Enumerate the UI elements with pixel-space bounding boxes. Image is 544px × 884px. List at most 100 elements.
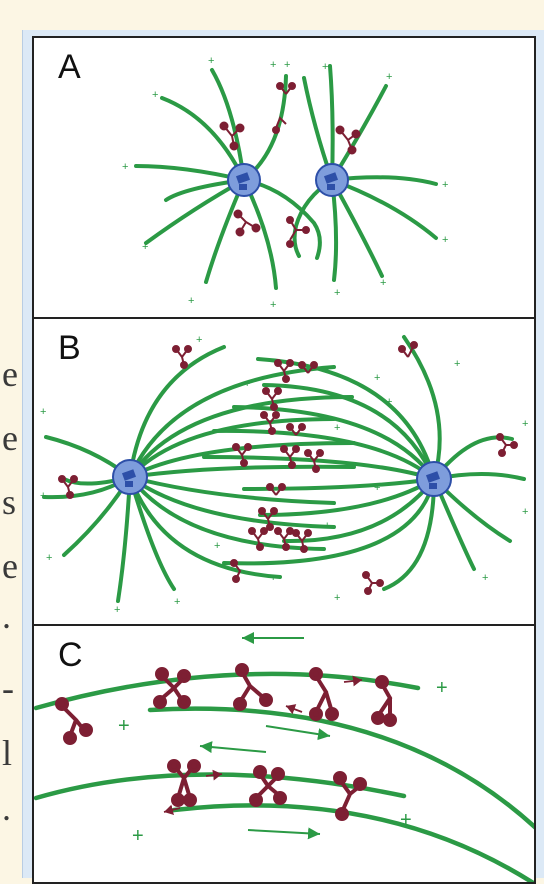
motor-protein: [280, 445, 300, 469]
motor-protein: [230, 559, 242, 583]
cropped-side-text: e e s e . - l .: [0, 0, 24, 878]
side-text-char: -: [2, 668, 14, 708]
svg-text:+: +: [374, 372, 380, 384]
motor-protein: [219, 121, 245, 151]
motor-protein: [286, 216, 310, 248]
svg-text:+: +: [334, 592, 340, 604]
svg-text:+: +: [188, 295, 194, 307]
motor-protein: [153, 667, 191, 709]
svg-text:+: +: [386, 396, 392, 408]
motor-protein: [248, 527, 268, 551]
svg-text:+: +: [324, 520, 330, 532]
motor-protein: [233, 209, 261, 237]
direction-arrows: [199, 632, 331, 840]
svg-text:+: +: [40, 406, 46, 418]
centrosome-left: [227, 163, 261, 197]
panel-c-diagram: + + + +: [34, 632, 534, 882]
svg-text:+: +: [118, 715, 130, 737]
svg-text:+: +: [322, 61, 328, 73]
side-text-char: l: [2, 733, 13, 773]
motor-protein: [309, 667, 339, 721]
svg-text:+: +: [152, 89, 158, 101]
centrosome-right: [416, 461, 452, 497]
plus-end-markers: + + + + + + + + + + + + + + + + + + +: [40, 334, 528, 616]
motor-protein: [286, 423, 306, 436]
svg-text:+: +: [482, 572, 488, 584]
motor-protein: [55, 697, 93, 745]
motor-protein: [262, 387, 282, 411]
panel-b: + + + + + + + + + + + + + + + + + + + B: [32, 317, 536, 626]
panel-label: B: [58, 329, 81, 367]
centrosome-right: [315, 163, 349, 197]
svg-text:+: +: [334, 287, 340, 299]
panel-label: A: [58, 48, 81, 86]
motor-protein: [58, 475, 78, 499]
motor-protein: [272, 116, 287, 134]
motor-step-arrows: [163, 675, 363, 816]
motor-protein: [304, 449, 324, 473]
motor-proteins: [55, 663, 397, 821]
svg-text:+: +: [442, 234, 448, 246]
svg-text:+: +: [40, 490, 46, 502]
motor-protein: [258, 507, 278, 531]
svg-text:+: +: [374, 482, 380, 494]
panel-a: + + + + + + + + + + + + + + A: [32, 36, 536, 319]
side-text-char: s: [2, 482, 17, 522]
panel-label: C: [58, 636, 83, 674]
svg-text:+: +: [46, 552, 52, 564]
motor-proteins: [58, 341, 518, 595]
motor-protein: [266, 483, 286, 496]
side-text-char: .: [2, 596, 11, 636]
plus-end-markers: + + + + + + + + + + + + + +: [122, 55, 448, 311]
motor-protein: [249, 765, 287, 807]
motor-protein: [260, 411, 280, 435]
centrosome-left: [112, 459, 148, 495]
svg-text:+: +: [270, 572, 276, 584]
svg-text:+: +: [400, 809, 412, 831]
motor-protein: [496, 433, 518, 457]
panel-a-diagram: + + + + + + + + + + + + + +: [122, 55, 448, 311]
microtubules: [134, 64, 438, 290]
svg-text:+: +: [454, 358, 460, 370]
motor-protein: [167, 759, 201, 807]
motor-protein: [292, 529, 312, 553]
motor-protein: [398, 341, 418, 358]
svg-text:+: +: [174, 596, 180, 608]
panel-c: + + + + C: [32, 624, 536, 884]
microtubules: [34, 671, 534, 882]
svg-text:+: +: [522, 418, 528, 430]
side-text-char: e: [2, 546, 18, 586]
svg-text:+: +: [122, 161, 128, 173]
motor-protein: [172, 345, 192, 369]
motor-protein: [335, 125, 361, 155]
side-text-char: e: [2, 354, 18, 394]
side-text-char: e: [2, 418, 18, 458]
motor-protein: [371, 675, 397, 727]
svg-text:+: +: [142, 241, 148, 253]
svg-text:+: +: [436, 677, 448, 699]
side-text-char: .: [2, 788, 11, 828]
motor-protein: [233, 663, 273, 711]
plus-end-markers: + + + +: [118, 677, 448, 847]
motor-protein: [333, 771, 367, 821]
motor-protein: [276, 82, 296, 95]
svg-text:+: +: [386, 71, 392, 83]
svg-text:+: +: [334, 422, 340, 434]
svg-text:+: +: [270, 59, 276, 71]
svg-text:+: +: [380, 277, 386, 289]
svg-text:+: +: [214, 540, 220, 552]
motor-protein: [362, 571, 384, 595]
svg-text:+: +: [196, 334, 202, 346]
svg-text:+: +: [284, 59, 290, 71]
svg-text:+: +: [442, 179, 448, 191]
panel-b-diagram: + + + + + + + + + + + + + + + + + + +: [40, 334, 528, 616]
svg-text:+: +: [208, 55, 214, 67]
motor-proteins: [219, 82, 361, 248]
svg-text:+: +: [270, 299, 276, 311]
svg-text:+: +: [114, 604, 120, 616]
motor-protein: [232, 443, 252, 467]
svg-text:+: +: [244, 378, 250, 390]
motor-protein: [298, 361, 318, 374]
motor-protein: [274, 359, 294, 383]
svg-text:+: +: [132, 825, 144, 847]
